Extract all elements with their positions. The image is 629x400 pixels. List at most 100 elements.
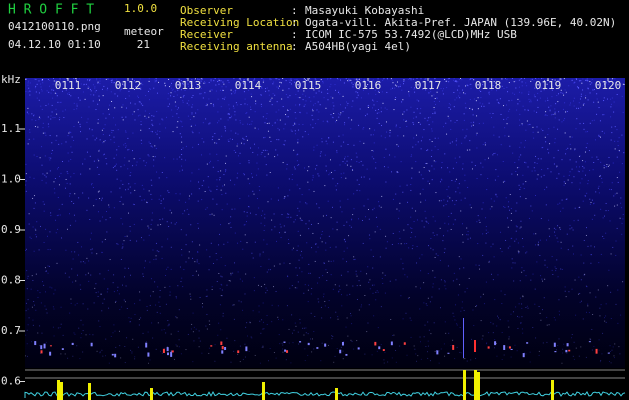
- noise-dot: [274, 226, 276, 228]
- noise-dot: [27, 82, 29, 84]
- noise-dot: [98, 174, 100, 176]
- noise-dot: [293, 166, 295, 168]
- noise-dot: [356, 80, 358, 82]
- noise-dot: [92, 334, 94, 336]
- noise-dot: [165, 275, 167, 277]
- noise-dot: [261, 151, 263, 153]
- noise-dot: [518, 86, 520, 88]
- noise-dot: [124, 301, 126, 303]
- noise-dot: [367, 93, 369, 95]
- noise-dot: [556, 237, 558, 239]
- noise-dot: [492, 323, 494, 325]
- noise-dot: [221, 194, 223, 196]
- noise-dot: [452, 223, 454, 225]
- noise-dot: [356, 161, 358, 163]
- noise-dot: [582, 170, 584, 172]
- noise-dot: [308, 166, 310, 168]
- noise-dot: [99, 139, 101, 141]
- noise-dot: [360, 80, 362, 82]
- noise-dot: [142, 332, 144, 334]
- noise-dot: [286, 109, 288, 111]
- noise-dot: [54, 177, 56, 179]
- noise-dot: [463, 92, 465, 94]
- noise-dot: [89, 155, 91, 157]
- noise-dot: [585, 174, 587, 176]
- noise-dot: [576, 107, 578, 109]
- noise-dot: [538, 354, 540, 356]
- noise-dot: [216, 281, 218, 283]
- noise-dot: [74, 304, 76, 306]
- noise-dot: [507, 217, 509, 219]
- noise-dot: [124, 267, 126, 269]
- noise-dot: [57, 166, 59, 168]
- noise-dot: [582, 165, 584, 167]
- noise-dot: [148, 234, 150, 236]
- noise-dot: [558, 310, 560, 312]
- noise-dot: [490, 79, 492, 81]
- info-label: Receiving antenna: [180, 40, 293, 53]
- noise-dot: [420, 174, 422, 176]
- noise-dot: [511, 78, 513, 80]
- noise-dot: [599, 87, 601, 89]
- noise-dot: [271, 219, 273, 221]
- noise-dot: [594, 214, 596, 216]
- noise-dot: [253, 290, 255, 292]
- noise-dot: [297, 138, 299, 140]
- noise-dot: [267, 201, 269, 203]
- noise-dot: [97, 295, 99, 297]
- noise-dot: [456, 97, 458, 99]
- noise-dot: [155, 255, 157, 257]
- noise-dot: [560, 78, 562, 80]
- noise-dot: [578, 87, 580, 89]
- noise-dot: [514, 93, 516, 95]
- noise-dot: [182, 83, 184, 85]
- noise-dot: [479, 268, 481, 270]
- noise-dot: [75, 280, 77, 282]
- noise-dot: [129, 239, 131, 241]
- noise-dot: [494, 152, 496, 154]
- noise-dot: [191, 193, 193, 195]
- noise-dot: [430, 156, 432, 158]
- noise-dot: [447, 167, 449, 169]
- noise-dot: [168, 191, 170, 193]
- noise-dot: [540, 275, 542, 277]
- noise-dot: [294, 168, 296, 170]
- noise-dot: [299, 201, 301, 203]
- noise-dot: [233, 318, 235, 320]
- noise-dot: [219, 179, 221, 181]
- noise-dot: [451, 200, 453, 202]
- noise-dot: [317, 223, 319, 225]
- noise-dot: [396, 208, 398, 210]
- noise-dot: [518, 166, 520, 168]
- noise-dot: [56, 95, 58, 97]
- noise-dot: [285, 359, 287, 361]
- noise-dot: [210, 79, 212, 81]
- noise-dot: [449, 197, 451, 199]
- noise-dot: [65, 89, 67, 91]
- noise-dot: [155, 242, 157, 244]
- noise-dot: [410, 79, 412, 81]
- noise-dot: [82, 163, 84, 165]
- noise-dot: [530, 80, 532, 82]
- noise-dot: [440, 307, 442, 309]
- noise-dot: [571, 182, 573, 184]
- noise-dot: [616, 156, 618, 158]
- noise-dot: [420, 358, 422, 360]
- y-tick-label: 0.6: [1, 375, 21, 388]
- noise-dot: [233, 107, 235, 109]
- noise-dot: [394, 156, 396, 158]
- noise-dot: [311, 88, 313, 90]
- noise-dot: [547, 168, 549, 170]
- noise-dot: [52, 326, 54, 328]
- noise-dot: [224, 130, 226, 132]
- echo-dot: [167, 352, 170, 356]
- noise-dot: [403, 119, 405, 121]
- noise-dot: [581, 178, 583, 180]
- noise-dot: [371, 156, 373, 158]
- info-value: Ogata-vill. Akita-Pref. JAPAN (139.96E, …: [305, 16, 616, 29]
- noise-dot: [359, 108, 361, 110]
- noise-dot: [311, 338, 313, 340]
- noise-dot: [218, 79, 220, 81]
- noise-dot: [291, 285, 293, 287]
- noise-dot: [243, 91, 245, 93]
